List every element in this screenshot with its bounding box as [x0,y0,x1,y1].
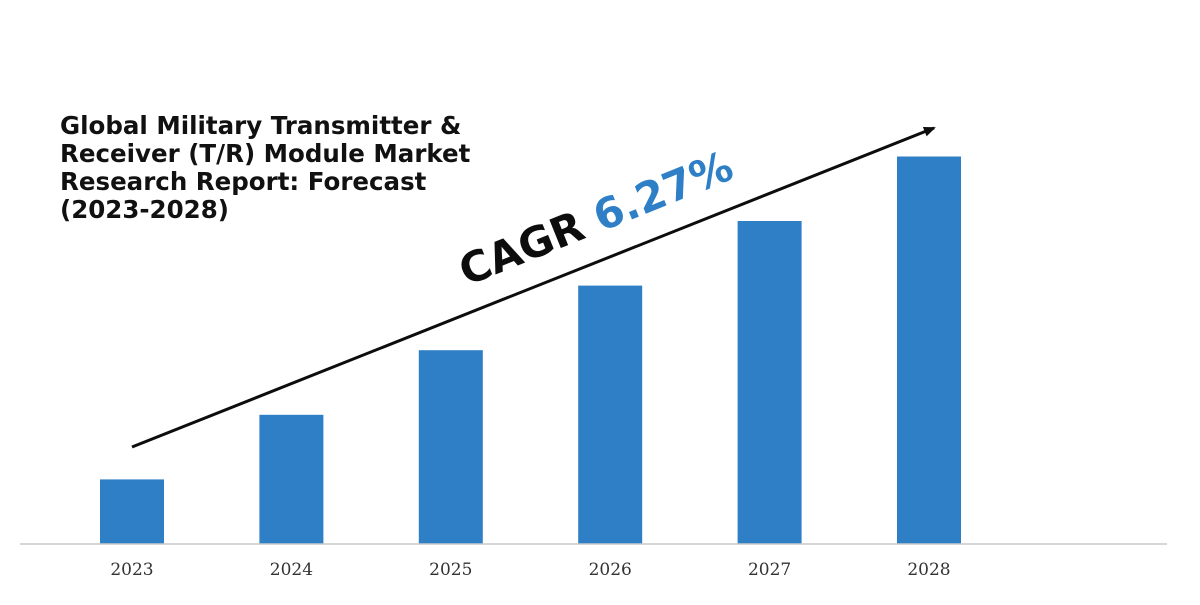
x-tick-label-2025: 2025 [429,560,472,580]
x-tick-label-2027: 2027 [748,560,791,580]
x-tick-labels: 2023 2024 2025 2026 2027 2028 [110,560,950,580]
x-tick-label-2028: 2028 [907,560,950,580]
x-tick-label-2024: 2024 [270,560,313,580]
x-tick-label-2026: 2026 [589,560,632,580]
trend-arrow [131,126,936,449]
bar-2027 [737,221,802,544]
bar-2028 [897,156,961,544]
bar-2026 [578,285,643,544]
chart-title: Global Military Transmitter & Receiver (… [60,111,471,224]
bar-2023 [100,479,164,544]
x-tick-label-2023: 2023 [110,560,153,580]
bar-2025 [418,350,483,544]
bars-layer [100,156,961,544]
bar-2024 [259,414,324,544]
